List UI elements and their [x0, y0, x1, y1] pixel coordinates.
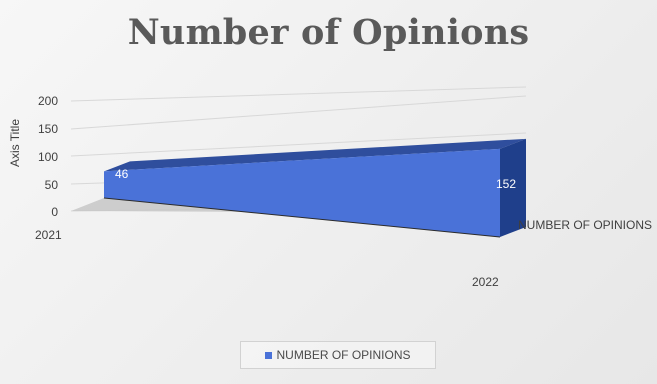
- y-tick-labels: 0 50 100 150 200: [38, 94, 58, 219]
- y-tick-label: 100: [38, 150, 58, 164]
- depth-axis-layer: NUMBER OF OPINIONS: [518, 218, 652, 232]
- gridline: [70, 132, 527, 157]
- data-label: 46: [115, 167, 129, 181]
- gridline: [70, 95, 527, 130]
- series-layer: [103, 138, 526, 238]
- series-side-face: [500, 138, 526, 237]
- series-front-face: [104, 148, 500, 237]
- chart-title: Number of Opinions: [127, 12, 530, 53]
- x-category-label: 2022: [472, 275, 499, 289]
- data-labels: 46 152: [115, 167, 516, 191]
- legend-swatch: [265, 351, 273, 359]
- y-tick-label: 150: [38, 122, 58, 136]
- gridline: [70, 86, 527, 102]
- depth-axis-label: NUMBER OF OPINIONS: [518, 218, 652, 232]
- x-axis-line: [103, 197, 501, 238]
- x-category-labels: 2021 2022: [35, 228, 499, 289]
- x-category-label: 2021: [35, 228, 62, 242]
- y-tick-label: 0: [51, 205, 58, 219]
- legend-label: NUMBER OF OPINIONS: [276, 348, 411, 362]
- data-label: 152: [496, 177, 516, 191]
- y-tick-label: 50: [45, 178, 59, 192]
- series-top-face: [104, 138, 526, 172]
- legend: NUMBER OF OPINIONS: [240, 341, 436, 369]
- y-tick-label: 200: [38, 94, 58, 108]
